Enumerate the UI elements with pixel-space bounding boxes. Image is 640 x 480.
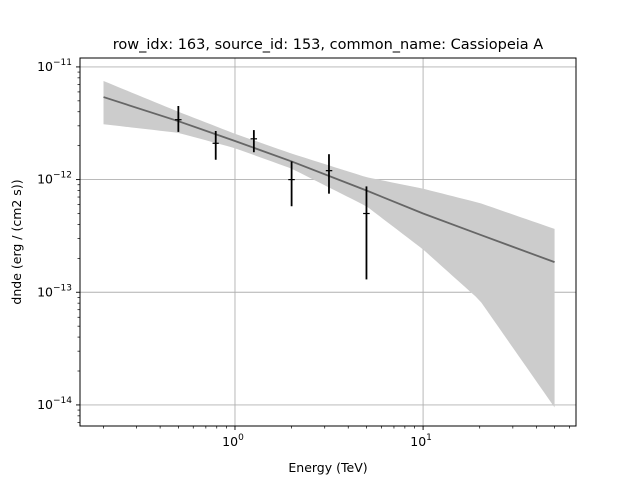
- y-tick-label: 10−14: [37, 396, 72, 412]
- axis-ticks: 100 101 10−14 10−13 10−12 10−11: [37, 58, 570, 449]
- x-tick-label: 100: [222, 433, 244, 449]
- plot-area: [80, 58, 576, 426]
- data-point: [250, 130, 258, 153]
- data-points: [175, 105, 370, 280]
- x-axis-label: Energy (TeV): [288, 460, 367, 475]
- confidence-band: [103, 81, 555, 408]
- data-point: [288, 161, 295, 207]
- data-point: [175, 105, 182, 132]
- y-tick-label: 10−11: [37, 58, 72, 74]
- data-point: [325, 154, 333, 194]
- y-tick-label: 10−13: [37, 283, 72, 299]
- data-point: [363, 186, 370, 280]
- x-tick-label: 101: [410, 433, 432, 449]
- y-axis-label: dnde (erg / (cm2 s)): [9, 179, 24, 304]
- data-point: [212, 130, 219, 160]
- axes-frame: [79, 57, 577, 427]
- y-tick-label: 10−12: [37, 171, 72, 187]
- chart-title: row_idx: 163, source_id: 153, common_nam…: [113, 37, 544, 53]
- confidence-band-area: [103, 81, 555, 408]
